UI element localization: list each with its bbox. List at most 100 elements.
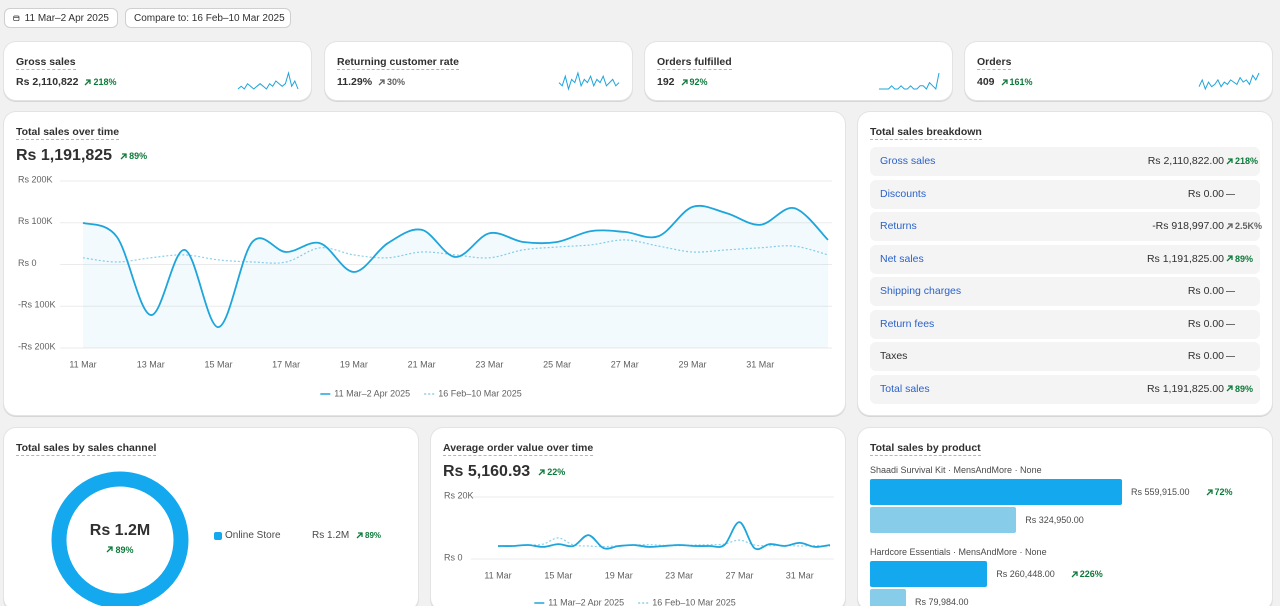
x-tick-label: 31 Mar	[786, 570, 814, 580]
breakdown-row: Gross sales Rs 2,110,822.00 218%	[870, 147, 1260, 176]
kpi-value-row: 409 161%	[977, 76, 1033, 88]
arrow-shape	[120, 152, 127, 159]
x-tick-label: 19 Mar	[605, 570, 633, 580]
calendar-icon	[13, 15, 20, 22]
series-line	[82, 204, 829, 328]
trend-arrow	[1001, 78, 1008, 85]
sparkline-line	[1198, 72, 1260, 91]
breakdown-row: Taxes Rs 0.00—	[870, 342, 1260, 371]
breakdown-row: Return fees Rs 0.00—	[870, 309, 1260, 339]
arrow-shape	[1226, 255, 1233, 262]
row-label[interactable]: Net sales	[880, 252, 924, 265]
card-title: Gross sales	[16, 56, 76, 70]
change: 89%	[356, 531, 381, 540]
trend-arrow	[681, 78, 688, 85]
change-text: 89%	[115, 544, 134, 555]
legend: 11 Mar–2 Apr 2025 16 Feb–10 Mar 2025	[534, 597, 736, 606]
trend-arrow	[1071, 570, 1078, 577]
y-tick-label: Rs 0	[444, 552, 463, 562]
row-label[interactable]: Returns	[880, 220, 917, 232]
compare-button[interactable]: Compare to: 16 Feb–10 Mar 2025	[125, 8, 291, 28]
row-value: Rs 2,110,822.00	[1147, 155, 1224, 167]
x-tick-label: 17 Mar	[272, 359, 300, 369]
breakdown-row: Returns -Rs 918,997.00 2.5K%	[870, 212, 1262, 241]
change: 30%	[378, 77, 405, 87]
kpi-value: 192	[657, 76, 675, 88]
date-range: 11 Mar–2 Apr 2025	[24, 12, 109, 24]
change-text: —	[1226, 351, 1235, 361]
y-tick-label: -Rs 200K	[18, 341, 56, 351]
change: 92%	[681, 77, 708, 87]
bar-label: Rs 79,984.00	[914, 597, 969, 606]
x-tick-label: 29 Mar	[679, 359, 707, 369]
product-label: Shaadi Survival Kit · MensAndMore · None	[870, 465, 1042, 475]
row-label[interactable]: Discounts	[880, 187, 927, 200]
arrow-shape	[1206, 488, 1213, 495]
trend-arrow	[538, 468, 545, 475]
change: 218%	[1226, 156, 1258, 166]
chart-card: Total sales over time Rs 1,191,825 89% Rs 2…	[4, 112, 845, 415]
arrow-shape	[681, 78, 688, 85]
sparkline	[237, 71, 299, 90]
arrow-shape	[107, 546, 114, 553]
legend-label: Online Store	[225, 530, 281, 541]
bar	[870, 589, 906, 606]
x-tick-label: 23 Mar	[665, 570, 693, 580]
sparkline	[1198, 72, 1260, 91]
row-label[interactable]: Shipping charges	[880, 285, 962, 297]
arrow-shape	[378, 78, 385, 85]
change-text: 161%	[1009, 77, 1033, 87]
row-label[interactable]: Return fees	[880, 317, 935, 330]
change: —	[1226, 351, 1235, 361]
change: 89%	[1226, 384, 1253, 394]
product-row: Rs 260,448.00 226%	[870, 561, 1103, 587]
kpi-card: Returning customer rate 11.29% 30%	[325, 42, 632, 100]
sparkline	[879, 72, 940, 91]
row-value: Rs 0.00	[1187, 317, 1224, 330]
card-title: Returning customer rate	[337, 56, 459, 70]
change-text: 30%	[387, 77, 406, 87]
x-tick-label: 11 Mar	[69, 359, 96, 369]
trend-arrow	[356, 532, 363, 539]
card-title: Total sales breakdown	[870, 126, 982, 140]
legend-label: 16 Feb–10 Mar 2025	[438, 388, 522, 398]
bar-label: Rs 324,950.00	[1025, 515, 1084, 525]
row-value: Rs 1,191,825.00	[1146, 252, 1224, 265]
arrow-shape	[538, 468, 545, 475]
arrow-shape	[1001, 78, 1008, 85]
chart-card: Average order value over time Rs 5,160.93…	[431, 428, 845, 606]
change: 22%	[538, 467, 565, 477]
trend-arrow	[1226, 222, 1233, 229]
bar	[870, 561, 988, 587]
row-label[interactable]: Total sales	[880, 382, 930, 395]
area	[83, 205, 828, 348]
x-tick-label: 21 Mar	[408, 359, 436, 369]
change: 226%	[1071, 569, 1103, 579]
row-value: Rs 0.00	[1187, 350, 1224, 362]
row-value: Rs 0.00	[1187, 187, 1224, 200]
legend-value: Rs 1.2M	[312, 530, 350, 541]
compare-range: Compare to: 16 Feb–10 Mar 2025	[134, 12, 285, 24]
date-range-button[interactable]: 11 Mar–2 Apr 2025	[4, 8, 118, 28]
x-tick-label: 23 Mar	[475, 359, 503, 369]
change-text: 22%	[547, 467, 566, 477]
kpi-value: 11.29%	[337, 76, 373, 88]
row-label[interactable]: Gross sales	[880, 155, 936, 167]
product-row: Rs 79,984.00	[870, 589, 969, 606]
trend-arrow	[85, 78, 92, 85]
bar-label: Rs 559,915.00	[1131, 487, 1190, 497]
x-tick-label: 25 Mar	[543, 359, 571, 369]
y-tick-label: Rs 100K	[18, 216, 53, 226]
x-tick-label: 27 Mar	[725, 570, 753, 580]
arrow-shape	[356, 532, 363, 539]
change: 89%	[106, 544, 134, 555]
row-label: Taxes	[880, 350, 908, 362]
change: 89%	[1226, 254, 1253, 264]
headline-value: Rs 5,160.93	[443, 463, 531, 480]
x-tick-label: 31 Mar	[746, 359, 774, 369]
trend-arrow	[1226, 255, 1233, 262]
x-tick-label: 15 Mar	[544, 570, 572, 580]
legend-label: 16 Feb–10 Mar 2025	[652, 597, 736, 606]
legend: 11 Mar–2 Apr 2025 16 Feb–10 Mar 2025	[320, 388, 522, 398]
